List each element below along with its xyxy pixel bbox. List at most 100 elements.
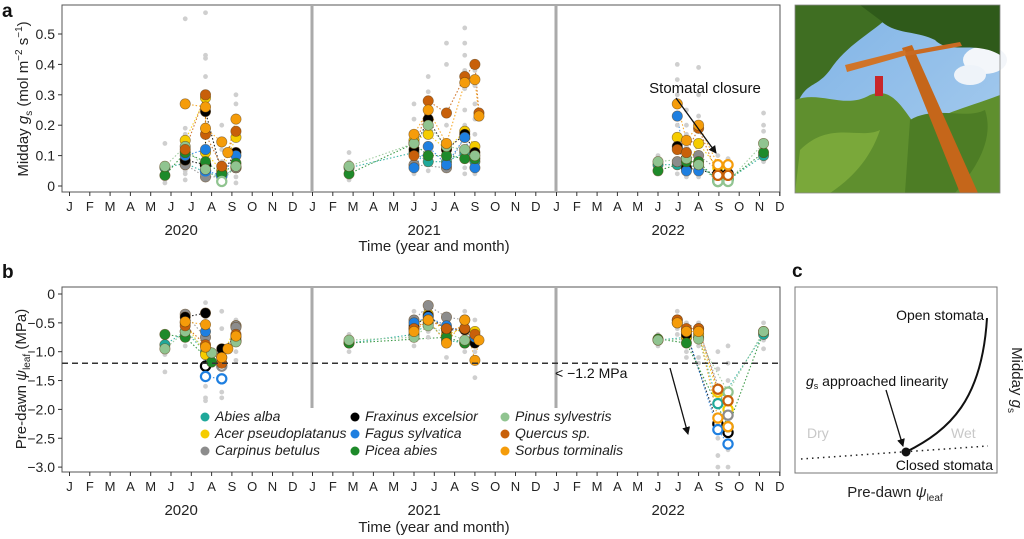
data-point — [440, 337, 452, 349]
legend-item: Quercus sp. — [500, 425, 590, 441]
y-tick-label: 0 — [47, 178, 55, 194]
panel-a-x-axis-label: Time (year and month) — [358, 238, 509, 255]
y-tick-label: −2.0 — [27, 401, 55, 417]
background-measurement-point — [162, 369, 168, 375]
background-measurement-point — [684, 122, 689, 128]
background-measurement-point — [346, 349, 352, 355]
x-tick-label-month: O — [734, 479, 744, 494]
series-line-pinus-sylvestris — [657, 331, 765, 394]
background-measurement-point — [219, 308, 225, 314]
x-tick-label-month: J — [431, 479, 438, 494]
data-point — [680, 147, 692, 159]
x-tick-label-month: A — [450, 199, 459, 214]
background-measurement-point — [233, 174, 239, 180]
data-point — [680, 326, 692, 338]
data-point — [230, 113, 242, 125]
x-tick-label-month: J — [675, 199, 682, 214]
stomatal-closure-arrow — [675, 97, 717, 154]
data-point — [159, 328, 171, 340]
x-tick-label-month: M — [592, 479, 603, 494]
canopy-crane-photo — [794, 4, 1007, 194]
background-measurement-point — [444, 355, 449, 360]
y-tick-label: −1.0 — [27, 344, 55, 360]
background-measurement-point — [203, 398, 208, 404]
data-point-open — [722, 159, 734, 171]
x-tick-label-month: M — [632, 479, 643, 494]
legend-swatch-icon — [350, 412, 360, 422]
data-point — [469, 74, 481, 86]
x-tick-label-month: N — [511, 479, 520, 494]
data-point — [408, 162, 420, 174]
data-point — [473, 110, 485, 122]
background-measurement-point — [715, 153, 721, 159]
background-measurement-point — [725, 343, 731, 349]
background-measurement-point — [203, 74, 208, 79]
series-line-carpinus-betulus — [184, 164, 237, 178]
linearity-point — [901, 447, 911, 457]
data-point — [216, 136, 228, 148]
data-point — [469, 150, 481, 162]
data-point — [693, 159, 705, 171]
data-point — [408, 326, 420, 338]
legend-label: Abies alba — [214, 408, 281, 424]
background-measurement-point — [444, 62, 449, 67]
x-tick-label-month: O — [247, 479, 257, 494]
x-tick-label-year: 2021 — [407, 222, 440, 239]
data-point-open — [712, 383, 724, 395]
data-point — [422, 314, 434, 326]
x-tick-label-month: J — [411, 199, 418, 214]
legend-item: Pinus sylvestris — [500, 408, 611, 424]
legend-swatch-icon — [200, 446, 210, 456]
x-tick-label-month: A — [207, 199, 216, 214]
data-point — [222, 343, 234, 355]
background-measurement-point — [233, 349, 239, 355]
legend-item: Fagus sylvatica — [350, 425, 462, 441]
photo-crane-gondola — [875, 76, 883, 96]
x-tick-label-month: A — [369, 199, 378, 214]
background-measurement-point — [411, 116, 417, 122]
data-point — [422, 104, 434, 116]
background-measurement-point — [674, 308, 680, 314]
x-tick-label-month: M — [388, 199, 399, 214]
data-point — [693, 137, 705, 149]
background-measurement-point — [715, 453, 721, 458]
background-measurement-point — [674, 62, 680, 67]
series-line-picea-abies — [657, 331, 765, 429]
x-tick-label-month: D — [288, 199, 297, 214]
series-line-quercus-sp- — [413, 63, 480, 156]
data-point — [652, 156, 664, 168]
data-point-open — [722, 409, 734, 421]
data-point — [671, 317, 683, 329]
x-tick-label-month: O — [490, 199, 500, 214]
data-point — [440, 107, 452, 119]
x-tick-label-month: F — [573, 199, 581, 214]
legend-item: Abies alba — [200, 408, 281, 424]
background-measurement-point — [462, 171, 468, 177]
data-point-open — [712, 159, 724, 171]
x-tick-label-month: N — [511, 199, 520, 214]
threshold-arrow — [669, 367, 691, 435]
background-measurement-point — [472, 375, 478, 381]
background-measurement-point — [472, 349, 478, 355]
data-point — [652, 334, 664, 346]
legend-swatch-icon — [500, 446, 510, 456]
data-point — [230, 160, 242, 172]
y-tick-label: 0.5 — [36, 26, 56, 42]
x-tick-label-month: F — [573, 479, 581, 494]
background-measurement-point — [761, 110, 766, 116]
series-line-acer-pseudoplatanus — [676, 137, 719, 170]
background-measurement-point — [219, 389, 225, 395]
background-measurement-point — [462, 25, 468, 31]
x-tick-label-month: J — [553, 199, 560, 214]
x-tick-label-month: D — [775, 479, 784, 494]
background-measurement-point — [472, 131, 478, 137]
panel-c-frame — [794, 286, 998, 474]
x-tick-label-month: N — [755, 479, 764, 494]
y-tick-label: −3.0 — [27, 459, 55, 475]
background-measurement-point — [219, 122, 225, 128]
legend-item: Fraxinus excelsior — [350, 408, 479, 424]
series-line-picea-abies — [348, 142, 475, 175]
data-point — [200, 122, 212, 134]
x-tick-label-month: M — [592, 199, 603, 214]
